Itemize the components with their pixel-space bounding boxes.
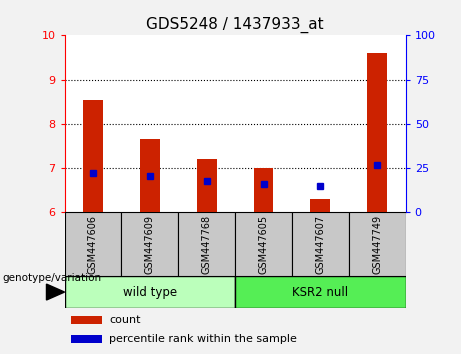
Polygon shape (47, 284, 65, 300)
Text: GSM447607: GSM447607 (315, 215, 325, 274)
Bar (367, 53, 387, 212)
Text: GSM447749: GSM447749 (372, 215, 382, 274)
Bar (178, 212, 235, 276)
Bar (65, 212, 121, 276)
Bar (310, 199, 331, 212)
Bar (83, 99, 103, 212)
Bar (254, 168, 273, 212)
Bar (235, 276, 406, 308)
Bar (292, 212, 349, 276)
Text: wild type: wild type (123, 286, 177, 298)
Text: KSR2 null: KSR2 null (292, 286, 349, 298)
Text: percentile rank within the sample: percentile rank within the sample (109, 334, 297, 344)
Bar (197, 159, 217, 212)
Text: GSM447605: GSM447605 (259, 215, 269, 274)
Text: GSM447768: GSM447768 (201, 215, 212, 274)
Bar (65, 276, 235, 308)
Text: GSM447609: GSM447609 (145, 215, 155, 274)
Bar (121, 212, 178, 276)
Text: count: count (109, 315, 141, 325)
Text: GSM447606: GSM447606 (88, 215, 98, 274)
Title: GDS5248 / 1437933_at: GDS5248 / 1437933_at (146, 16, 324, 33)
Bar (140, 139, 160, 212)
Text: genotype/variation: genotype/variation (2, 273, 101, 283)
Bar (71, 316, 102, 324)
Bar (71, 335, 102, 343)
Bar (235, 212, 292, 276)
Bar (349, 212, 406, 276)
